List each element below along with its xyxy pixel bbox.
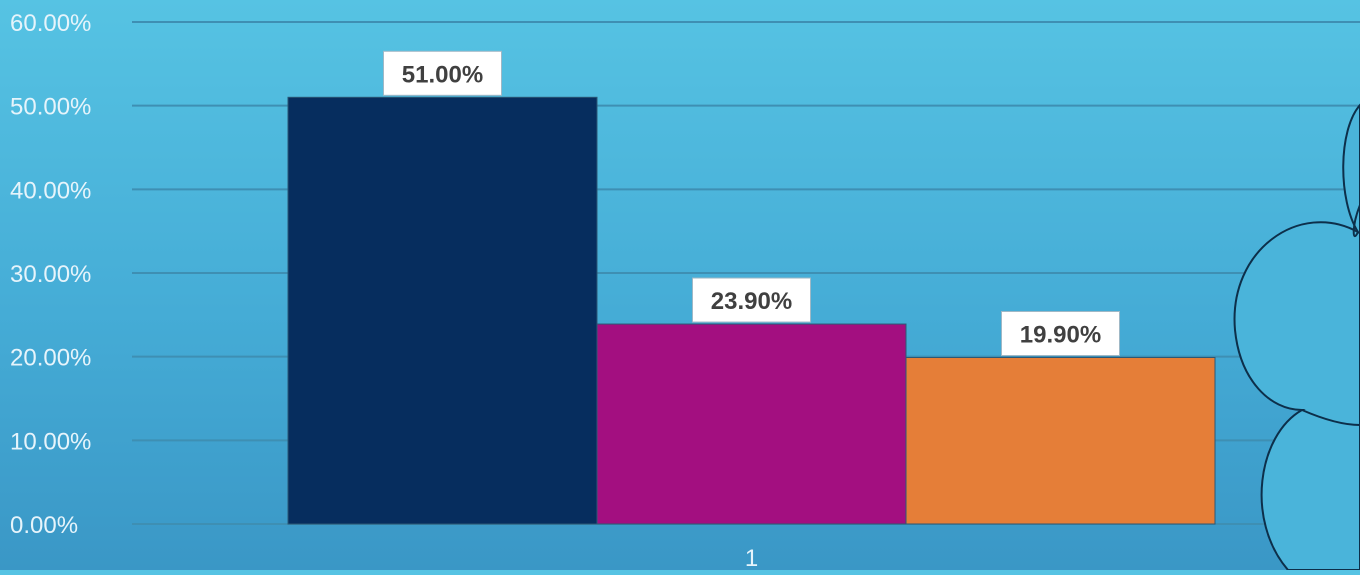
y-tick-label: 60.00% [10,10,91,37]
cloud-decoration [1233,103,1360,571]
y-axis-ticks: 0.00% 10.00% 20.00% 30.00% 40.00% 50.00% 60.00… [10,10,91,539]
data-label: 19.90% [1020,322,1101,349]
data-label-box [383,50,502,96]
cloud-shape [1233,103,1360,571]
x-tick-label: 1 [745,545,758,570]
y-tick-label: 10.00% [10,428,91,455]
y-tick-label: 40.00% [10,177,91,204]
y-tick-label: 0.00% [10,512,78,539]
data-labels: 51.00% 23.90% 19.90% [383,50,1120,357]
bar [596,323,907,525]
bars [287,96,1216,525]
bar [905,357,1216,525]
bar [287,96,598,525]
data-label: 51.00% [402,61,483,88]
data-label-box [1001,311,1120,357]
data-label: 23.90% [711,288,792,315]
cloud-inner-arc [1301,409,1360,426]
y-tick-label: 50.00% [10,94,91,121]
x-axis-ticks: 1 [745,545,758,572]
cloud-inner-arc [1352,204,1360,238]
y-tick-label: 30.00% [10,261,91,288]
y-tick-label: 20.00% [10,345,91,372]
data-label-box [692,277,811,323]
